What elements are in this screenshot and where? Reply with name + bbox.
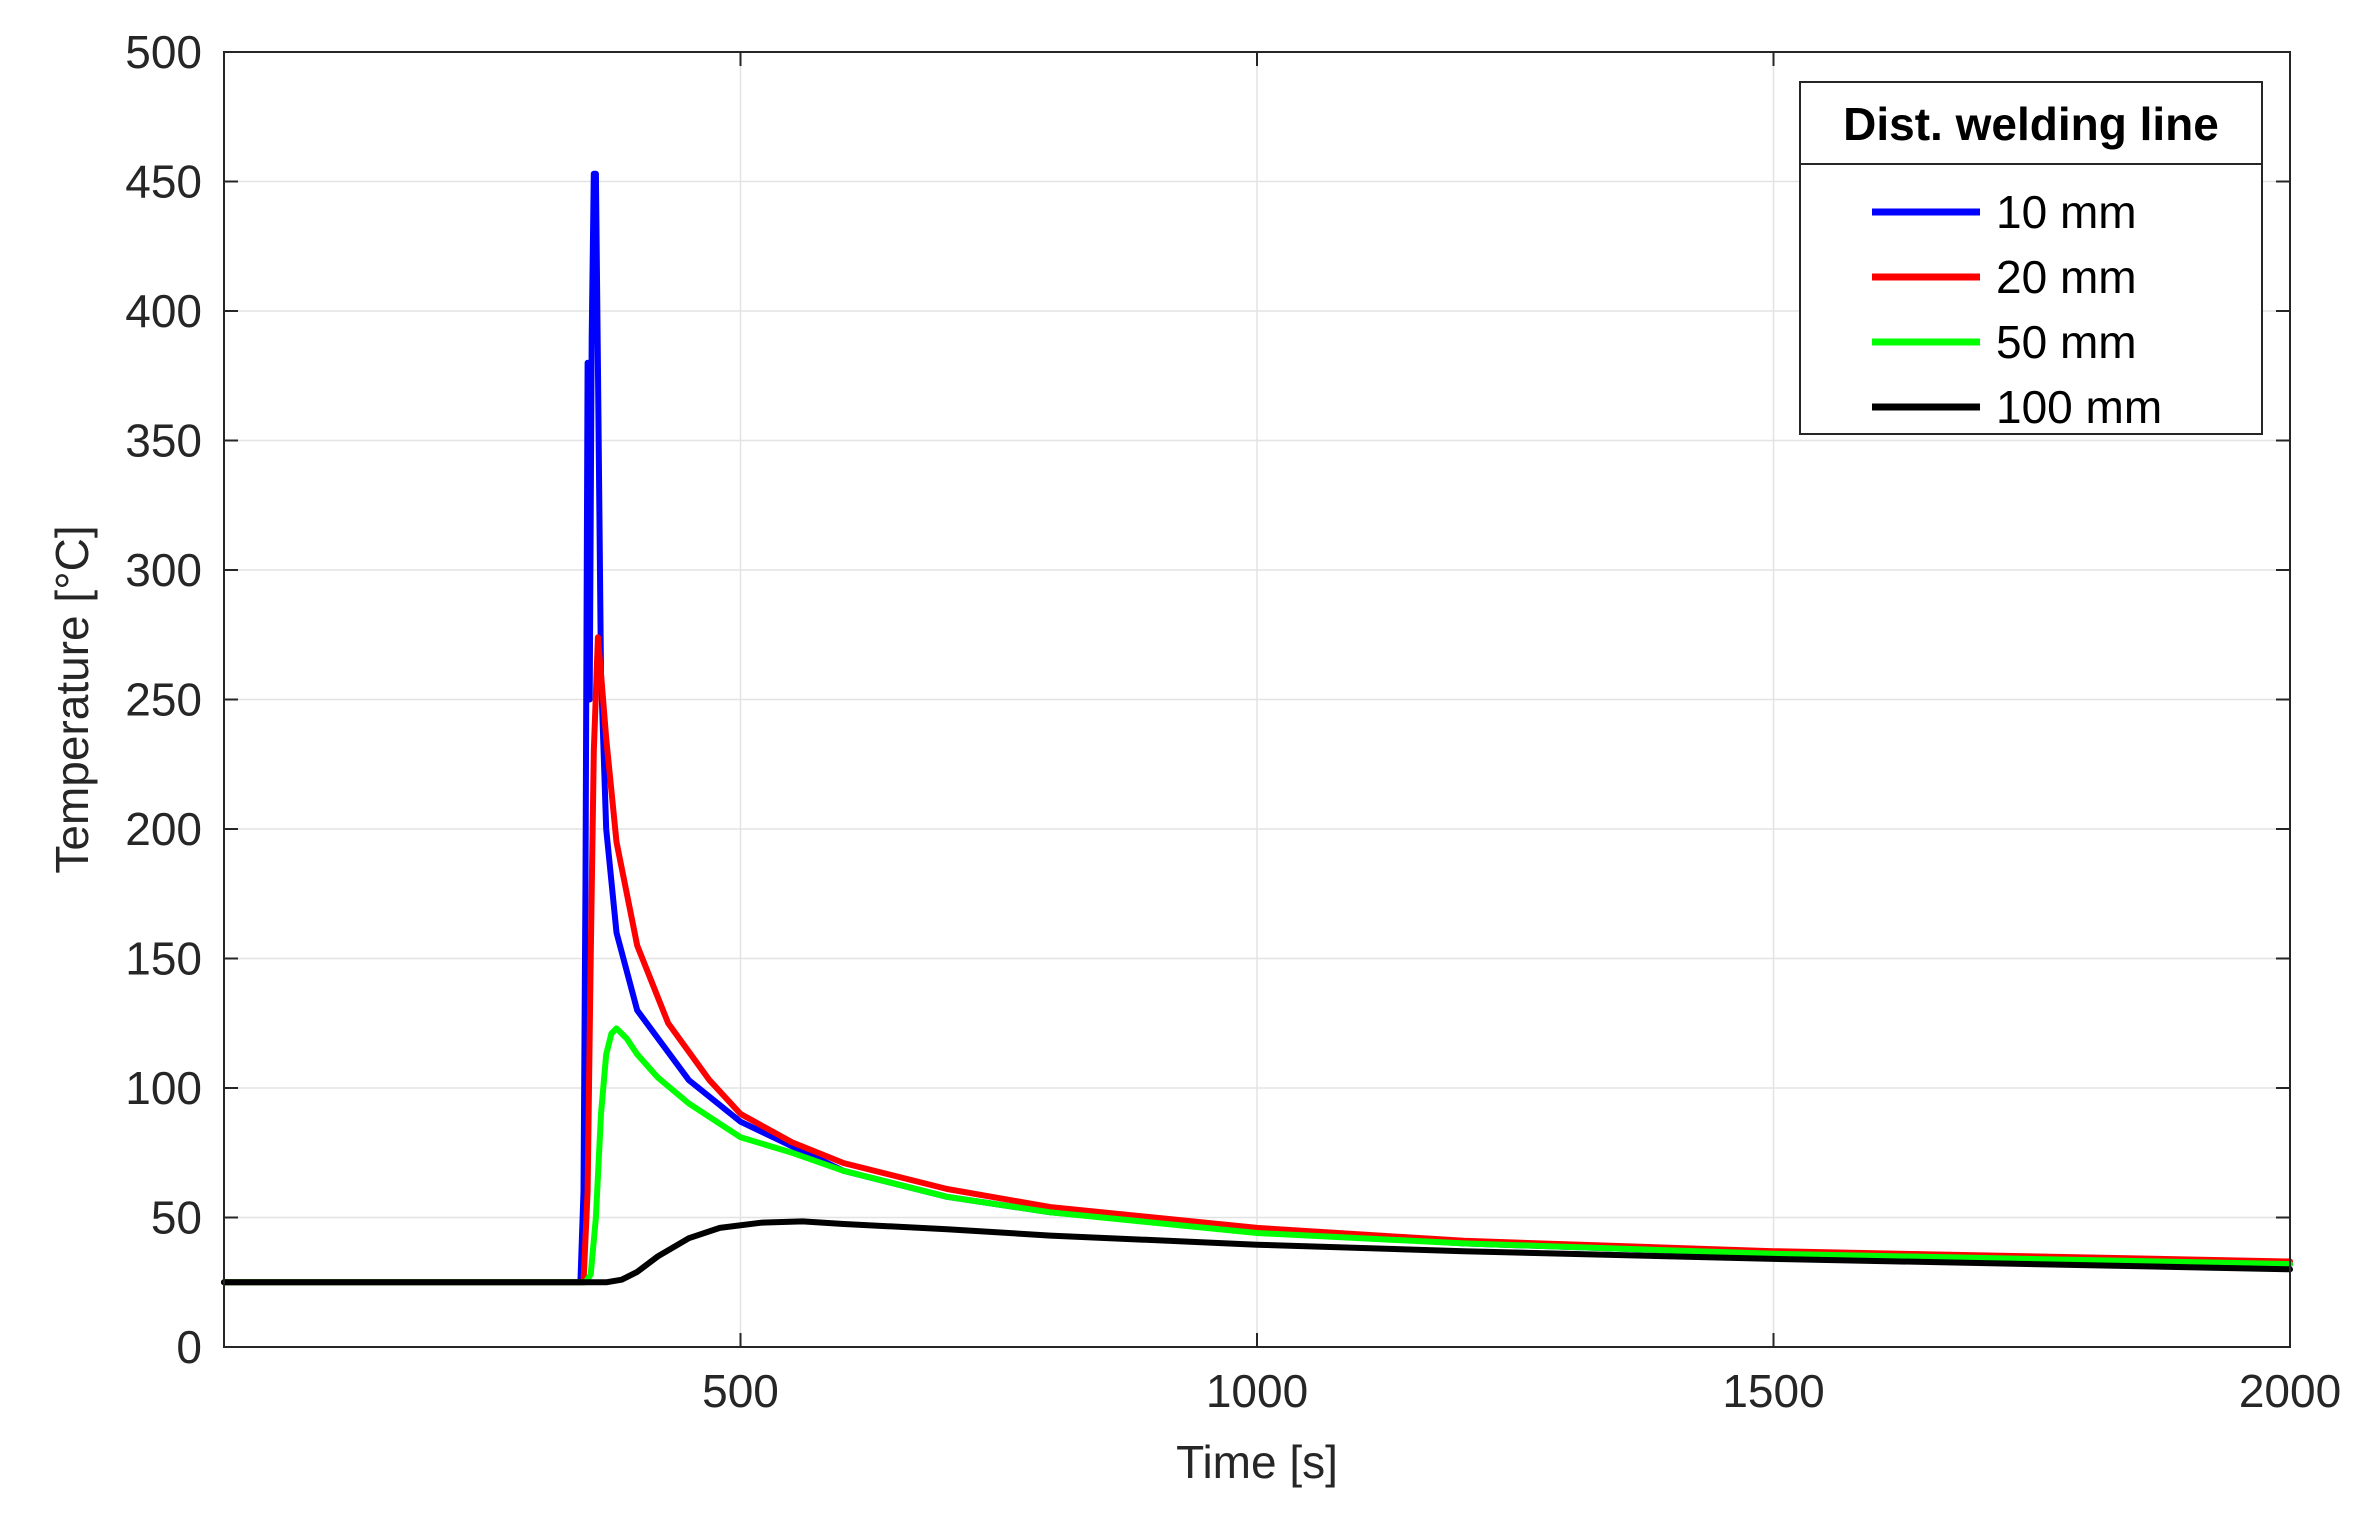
legend-item: 10 mm	[1872, 186, 2137, 238]
y-tick-label: 100	[125, 1062, 202, 1114]
legend-item: 20 mm	[1872, 251, 2137, 303]
y-tick-label: 300	[125, 544, 202, 596]
y-tick-label: 400	[125, 285, 202, 337]
legend-item: 50 mm	[1872, 316, 2137, 368]
series-lines	[221, 170, 2293, 1286]
legend-item: 100 mm	[1872, 381, 2162, 433]
series-line	[221, 1025, 2293, 1286]
y-axis-label: Temperature [°C]	[46, 525, 98, 873]
legend-label: 100 mm	[1996, 381, 2162, 433]
x-axis-label: Time [s]	[1176, 1436, 1338, 1488]
y-tick-label: 0	[176, 1321, 202, 1373]
y-tick-label: 350	[125, 415, 202, 467]
legend-box	[1799, 81, 2263, 435]
y-tick-labels: 0 50 100 150 200 250 300 350 400 450 500	[125, 26, 202, 1373]
x-tick-label: 1000	[1206, 1365, 1308, 1417]
y-tick-label: 50	[151, 1192, 202, 1244]
series-line	[221, 1218, 2293, 1286]
y-tick-label: 500	[125, 26, 202, 78]
series-line	[221, 634, 2293, 1286]
x-tick-labels: 500 1000 1500 2000	[702, 1365, 2341, 1417]
y-tick-label: 150	[125, 933, 202, 985]
y-tick-label: 200	[125, 803, 202, 855]
legend-label: 20 mm	[1996, 251, 2137, 303]
legend-label: 50 mm	[1996, 316, 2137, 368]
legend: Dist. welding line 10 mm 20 mm 50 mm 100 mm	[1799, 81, 2263, 435]
x-tick-label: 1500	[1722, 1365, 1824, 1417]
x-tick-label: 500	[702, 1365, 779, 1417]
y-tick-label: 250	[125, 674, 202, 726]
axis-ticks	[224, 51, 2291, 1348]
legend-label: 10 mm	[1996, 186, 2137, 238]
legend-title: Dist. welding line	[1843, 98, 2219, 150]
legend-items: 10 mm 20 mm 50 mm 100 mm	[1872, 186, 2162, 433]
x-tick-label: 2000	[2239, 1365, 2341, 1417]
y-tick-label: 450	[125, 156, 202, 208]
